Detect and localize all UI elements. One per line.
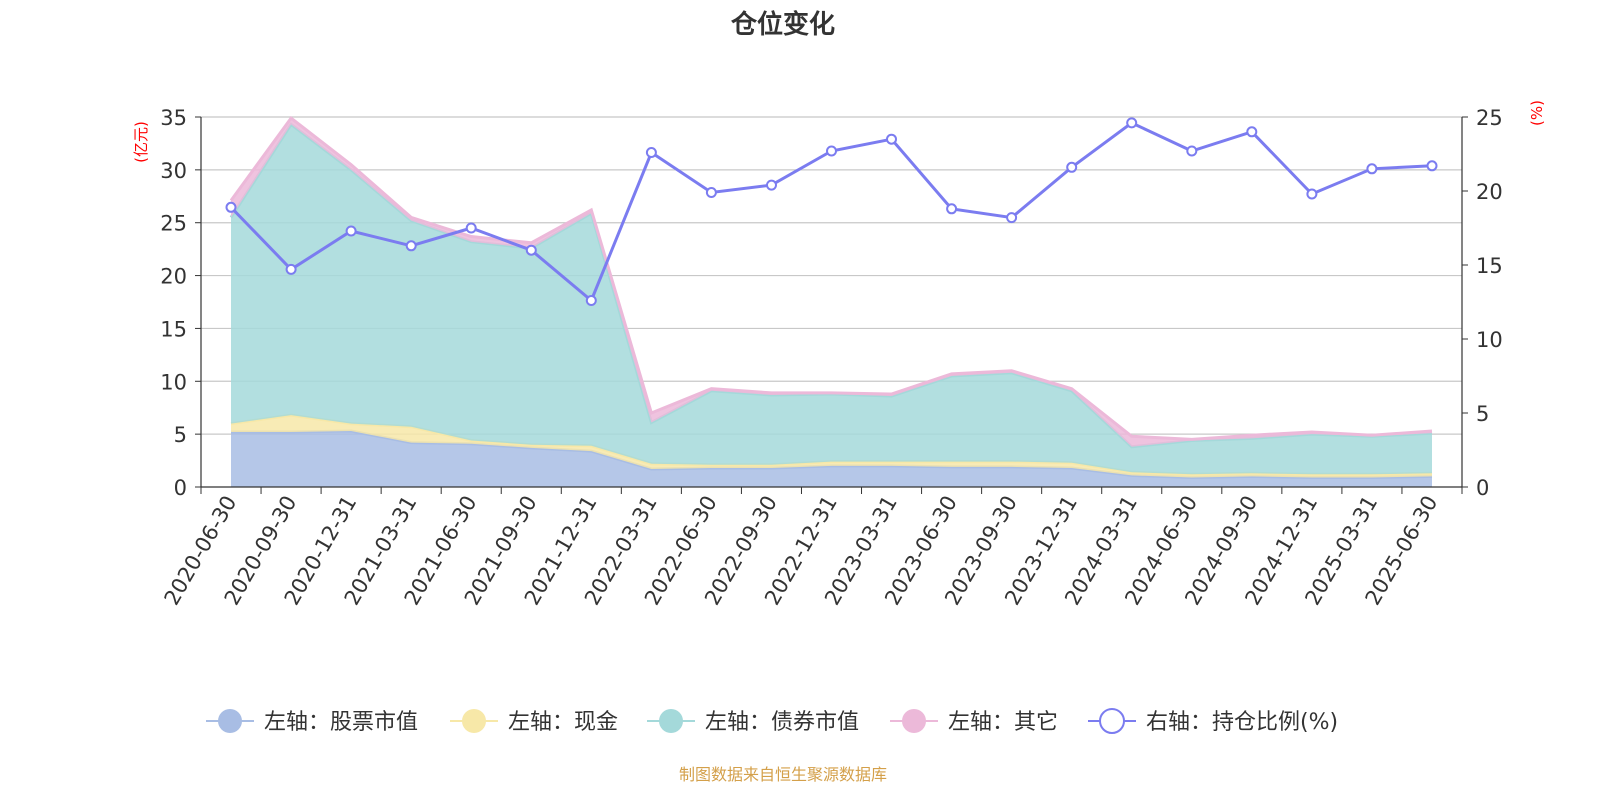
ratio-point	[946, 203, 958, 215]
ratio-line	[225, 117, 1438, 306]
right-tick-label: 10	[1476, 328, 1503, 352]
legend-marker	[462, 709, 486, 733]
ratio-point	[1126, 117, 1138, 129]
ratio-point	[886, 133, 897, 145]
legend-marker	[1099, 708, 1125, 734]
right-tick-label: 25	[1476, 106, 1503, 130]
legend-item: 左轴：债券市值	[647, 709, 859, 735]
right-tick-label: 0	[1476, 476, 1489, 500]
right-tick-label: 5	[1476, 402, 1489, 426]
ratio-point	[826, 145, 837, 157]
ratio-point	[1426, 160, 1438, 172]
left-tick-label: 25	[160, 212, 187, 236]
legend-marker	[902, 709, 926, 733]
right-tick-label: 20	[1476, 180, 1503, 204]
right-tick-label: 15	[1476, 254, 1503, 278]
legend-marker	[218, 709, 242, 733]
legend-label: 右轴：持仓比例(%)	[1146, 710, 1338, 735]
area-左轴：股票市值	[231, 431, 1432, 487]
legend: 左轴：股票市值 左轴：现金 左轴：债券市值 左轴：其它 右轴：持仓比例(%)	[206, 708, 1338, 735]
ratio-point	[465, 222, 477, 234]
ratio-point	[225, 201, 237, 213]
legend-item: 左轴：现金	[450, 709, 618, 735]
left-tick-label: 15	[160, 317, 187, 341]
legend-label: 左轴：股票市值	[264, 710, 418, 735]
ratio-point	[1246, 126, 1258, 138]
ratio-point	[766, 179, 777, 191]
left-tick-label: 0	[174, 476, 187, 500]
ratio-point	[285, 263, 297, 275]
area-edge-左轴：其它	[229, 115, 1433, 441]
legend-label: 左轴：现金	[508, 710, 618, 735]
ratio-point	[1186, 145, 1198, 157]
legend-label: 左轴：债券市值	[705, 710, 859, 735]
left-tick-label: 10	[160, 370, 187, 394]
area-左轴：债券市值	[231, 124, 1432, 475]
ratio-point	[525, 244, 537, 256]
legend-marker	[659, 709, 683, 733]
ratio-point	[405, 240, 417, 252]
left-tick-label: 5	[174, 423, 187, 447]
area-左轴：现金	[231, 415, 1432, 478]
legend-item: 右轴：持仓比例(%)	[1088, 708, 1338, 735]
ratio-point	[1066, 161, 1078, 173]
ratio-point	[1306, 188, 1318, 200]
legend-item: 左轴：股票市值	[206, 709, 418, 735]
ratio-point	[585, 295, 597, 306]
ratio-point	[645, 147, 657, 158]
legend-label: 左轴：其它	[948, 710, 1058, 735]
left-tick-label: 20	[160, 265, 187, 289]
left-tick-label: 35	[160, 106, 187, 130]
legend-item: 左轴：其它	[890, 709, 1058, 735]
source-note: 制图数据来自恒生聚源数据库	[679, 765, 887, 784]
ratio-point	[1366, 163, 1378, 175]
ratio-point	[705, 187, 717, 198]
ratio-point	[345, 225, 357, 237]
chart-title: 仓位变化	[730, 9, 835, 40]
left-axis-unit: (亿元)	[132, 121, 150, 163]
right-axis-unit: (%)	[1528, 100, 1546, 126]
ratio-point	[1006, 212, 1018, 224]
left-tick-label: 30	[160, 159, 187, 183]
stacked-areas	[229, 115, 1433, 487]
